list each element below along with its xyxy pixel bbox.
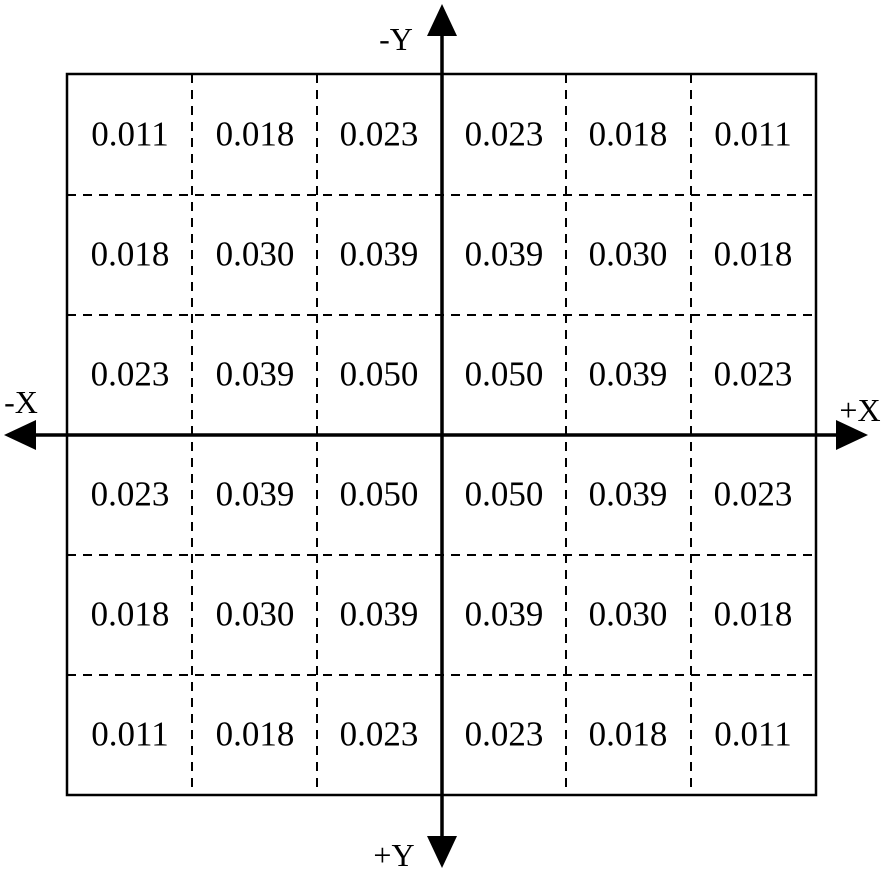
grid-cell-value: 0.030 [216,595,295,634]
grid-cell-value: 0.018 [91,595,170,634]
grid-cell-value: 0.018 [589,715,668,754]
grid-cell-value: 0.011 [714,715,791,754]
grid-cell-value: 0.018 [91,235,170,274]
grid-cell-value: 0.039 [216,475,295,514]
grid-cell-value: 0.018 [714,235,793,274]
grid-cell-value: 0.039 [340,235,419,274]
grid-cell-value: 0.030 [589,595,668,634]
grid-cell-value: 0.023 [714,475,793,514]
grid-cell-value: 0.023 [91,355,170,394]
grid-cell-value: 0.050 [340,475,419,514]
x-axis-positive-arrow-icon [836,420,868,450]
grid-cell-value: 0.039 [465,235,544,274]
y-positive-label: +Y [373,837,414,873]
grid-cell-value: 0.039 [589,355,668,394]
grid-cell-value: 0.030 [589,235,668,274]
grid-cell-value: 0.011 [91,115,168,154]
y-negative-label: -Y [379,21,413,57]
grid-cell-value: 0.050 [465,355,544,394]
grid-cell-value: 0.011 [714,115,791,154]
x-positive-label: +X [839,392,880,428]
grid-cell-value: 0.023 [91,475,170,514]
x-axis-negative-arrow-icon [4,420,36,450]
grid-cell-value: 0.050 [465,475,544,514]
grid-cell-value: 0.039 [589,475,668,514]
axes [4,4,868,868]
x-negative-label: -X [4,384,38,420]
grid-cell-value: 0.050 [340,355,419,394]
grid-cell-value: 0.023 [340,115,419,154]
grid-cell-value: 0.011 [91,715,168,754]
grid-cell-value: 0.023 [465,715,544,754]
grid-cell-value: 0.018 [589,115,668,154]
grid-cell-value: 0.023 [714,355,793,394]
grid-cell-value: 0.039 [340,595,419,634]
grid-cell-value: 0.018 [714,595,793,634]
grid-cell-value: 0.018 [216,715,295,754]
grid-cell-value: 0.030 [216,235,295,274]
grid-cell-value: 0.018 [216,115,295,154]
grid-cell-value: 0.039 [216,355,295,394]
y-axis-positive-arrow-icon [427,836,457,868]
grid-cells: 0.011 0.018 0.023 0.023 0.018 0.011 0.018 0.030… [91,115,793,754]
y-axis-negative-arrow-icon [427,4,457,36]
grid-cell-value: 0.039 [465,595,544,634]
grid-cell-value: 0.023 [340,715,419,754]
grid-cell-value: 0.023 [465,115,544,154]
